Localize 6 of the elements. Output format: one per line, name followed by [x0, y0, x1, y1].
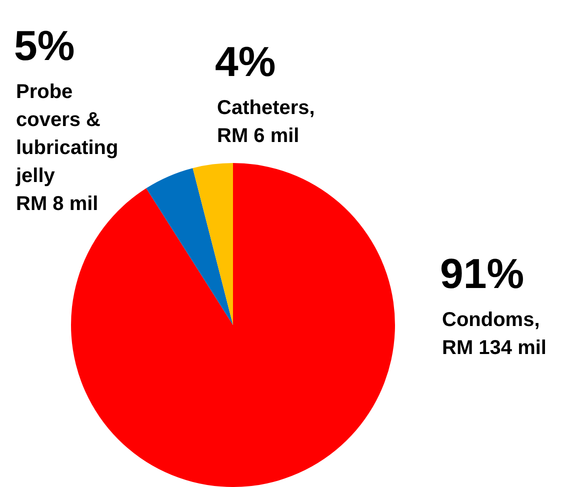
data-label: 4% — [215, 38, 276, 85]
slice-label: Probe covers & lubricating jelly RM 8 mil — [15, 81, 118, 215]
slice-label: Catheters, RM 6 mil — [217, 97, 315, 147]
slice-label: Condoms, RM 134 mil — [442, 309, 546, 359]
data-label: 5% — [14, 22, 75, 69]
data-label: 91% — [440, 250, 524, 297]
